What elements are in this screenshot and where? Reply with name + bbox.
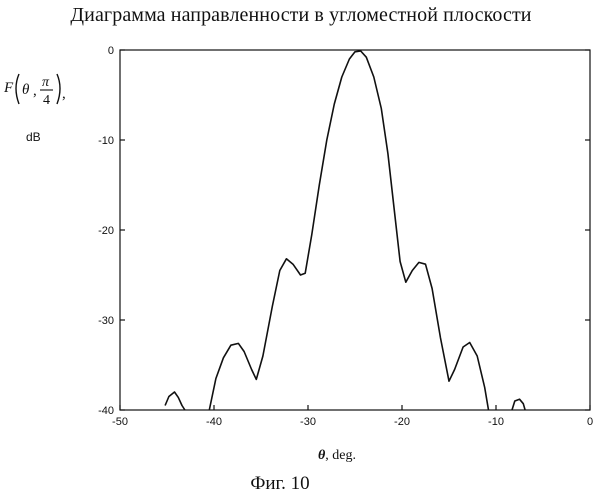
x-tick-label: 0: [587, 416, 593, 428]
left-paren: [15, 73, 20, 105]
chart-title: Диаграмма направленности в угломестной п…: [70, 4, 532, 26]
y-axis-unit: dB: [26, 130, 41, 144]
figure-caption: Фиг. 10: [250, 473, 310, 494]
series-line: [164, 391, 186, 411]
y-tick-label: -20: [98, 225, 114, 237]
x-tick-label: -30: [300, 416, 316, 428]
x-axis-unit: , deg.: [325, 448, 356, 463]
series-line: [208, 50, 490, 411]
y-axis-arg-theta: θ: [22, 82, 30, 98]
right-paren: [56, 73, 61, 105]
plot-frame: [119, 49, 591, 411]
arg-comma: ,: [33, 83, 37, 99]
x-tick-label: -50: [112, 416, 128, 428]
y-axis-arg-den: 4: [43, 93, 50, 108]
y-tick-label: 0: [108, 45, 114, 57]
y-tick-label: -10: [98, 135, 114, 147]
y-ticks: 0 -10 -20 -30 -40: [98, 45, 590, 417]
series-group: [164, 50, 526, 411]
y-axis-formula: F θ , π 4 ,: [3, 73, 66, 108]
x-ticks: -50 -40 -30 -20 -10 0: [112, 405, 593, 428]
x-axis-label: θ, deg.: [318, 448, 356, 464]
y-axis-arg-pi: π: [42, 75, 50, 90]
y-tick-label: -30: [98, 315, 114, 327]
x-tick-label: -40: [206, 416, 222, 428]
x-tick-label: -10: [488, 416, 504, 428]
y-tick-label: -40: [98, 405, 114, 417]
x-tick-label: -20: [394, 416, 410, 428]
y-axis-func: F: [3, 80, 14, 96]
label-comma: ,: [62, 86, 66, 102]
x-axis-symbol: θ: [318, 448, 326, 463]
y-axis-label: F θ , π 4 , dB: [2, 68, 90, 154]
series-line: [511, 398, 526, 411]
